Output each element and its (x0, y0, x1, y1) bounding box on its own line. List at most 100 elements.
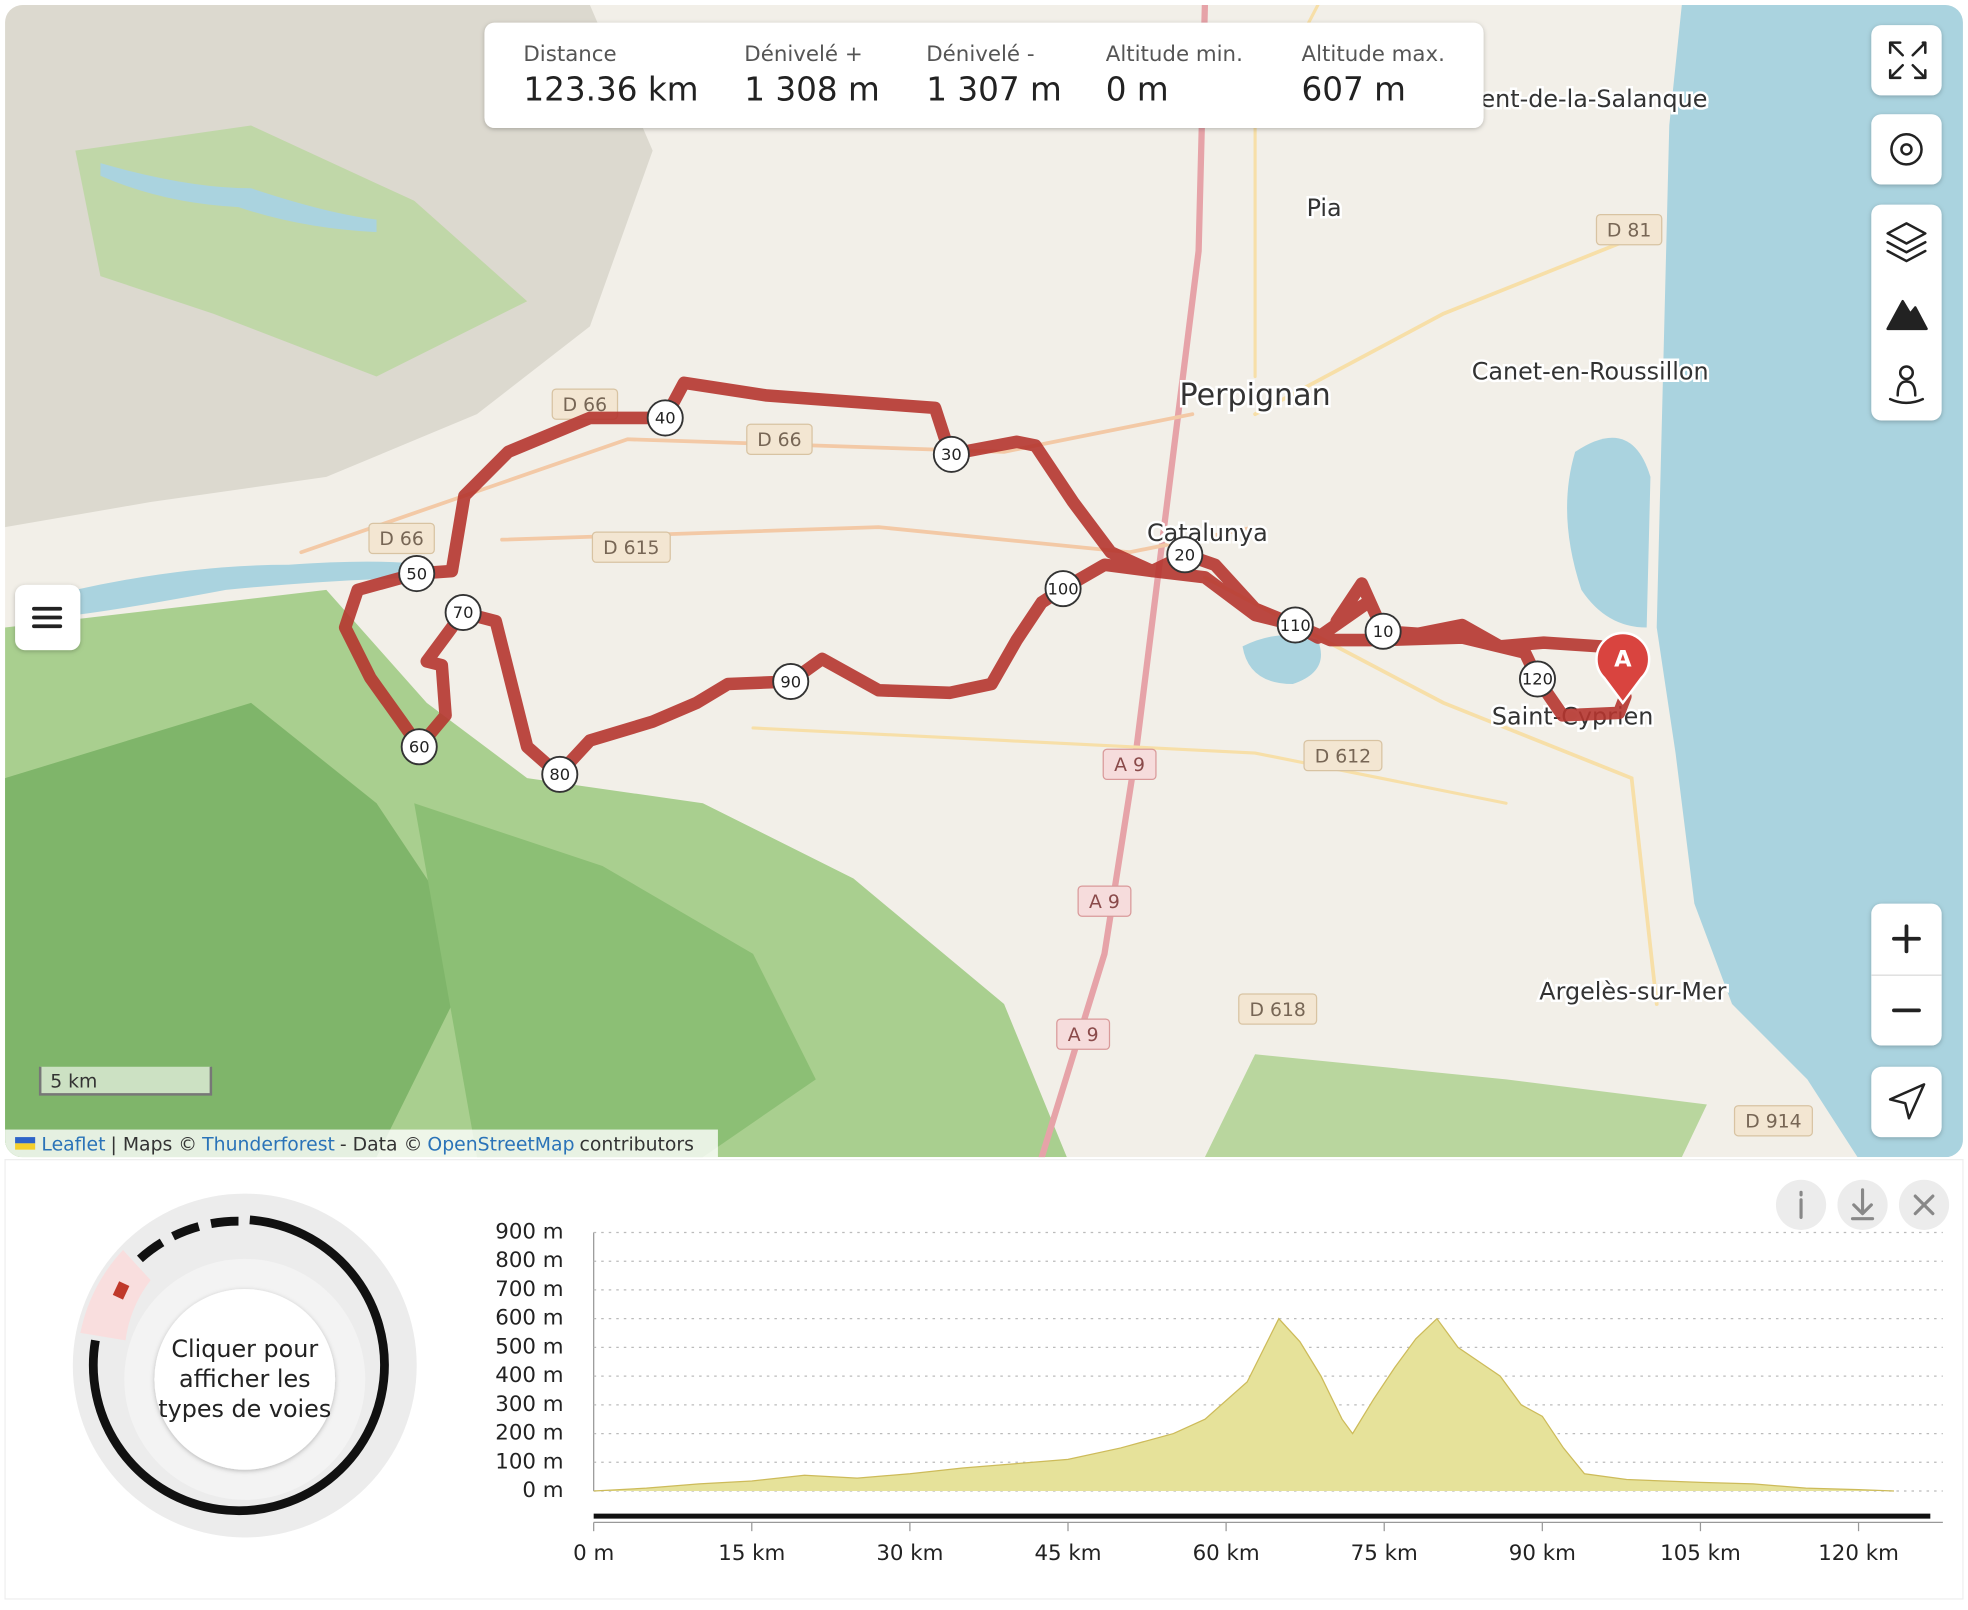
road-label: D 66 (757, 430, 801, 451)
road-label-box (1102, 748, 1157, 781)
km-marker-label: 20 (1174, 545, 1195, 564)
attribution-link[interactable]: Thunderforest (201, 1134, 335, 1155)
km-marker-label: 70 (453, 603, 474, 622)
road-label: D 66 (379, 529, 423, 550)
elevation-area[interactable] (593, 1318, 1894, 1492)
download-button-icon (1850, 1188, 1875, 1221)
road-types-prompt: types de voies (158, 1395, 331, 1423)
place-label: Pia (1307, 194, 1342, 222)
km-marker-label: 10 (1373, 622, 1394, 641)
attribution-text: | Maps © (111, 1134, 198, 1155)
place-label: Canet-en-Roussillon (1472, 357, 1709, 385)
stat-label: Dénivelé + (744, 42, 862, 67)
close-button-icon (1913, 1194, 1935, 1216)
km-marker-label: 90 (780, 672, 801, 691)
stat-label: Altitude max. (1302, 42, 1445, 67)
locate-button[interactable] (1871, 1066, 1942, 1138)
road-label-box (591, 531, 671, 563)
road-label-box (1238, 993, 1318, 1025)
forest (5, 702, 477, 1158)
km-marker (646, 399, 684, 437)
km-marker-label: 120 (1522, 670, 1553, 689)
road-label-box (1303, 739, 1383, 772)
stat-value: 607 m (1302, 71, 1406, 109)
y-tick-label: 600 m (495, 1306, 563, 1331)
km-marker-label: 110 (1280, 616, 1311, 635)
map[interactable]: ent-de-la-Salanque Pia Perpignan Canet-en-R… (5, 5, 1963, 1158)
y-tick-label: 700 m (495, 1277, 563, 1302)
place-label: Argelès-sur-Mer (1539, 977, 1726, 1005)
lagoon (1567, 437, 1651, 628)
road-label: A 9 (1068, 1025, 1099, 1046)
attribution-box (5, 1129, 718, 1158)
fullscreen-button[interactable] (1871, 25, 1942, 96)
x-tick-label: 0 m (573, 1541, 614, 1566)
km-marker (541, 755, 579, 793)
attribution-link[interactable]: OpenStreetMap (427, 1134, 574, 1155)
road-label-box (746, 423, 813, 455)
road-types-prompt: Cliquer pour (171, 1335, 318, 1363)
settings-button[interactable] (1871, 114, 1942, 185)
km-marker (1044, 570, 1082, 608)
km-marker (1364, 612, 1402, 650)
road-label: D 66 (563, 395, 607, 416)
km-marker (1518, 660, 1556, 698)
forest (414, 803, 816, 1158)
km-marker (1166, 536, 1204, 574)
km-marker (932, 435, 970, 473)
road-label: A 9 (1114, 755, 1145, 776)
x-tick-label: 30 km (876, 1541, 943, 1566)
x-tick-label: 105 km (1660, 1541, 1741, 1566)
road-types-prompt: afficher les (179, 1365, 311, 1393)
zoom-in-icon[interactable] (1892, 924, 1921, 954)
y-tick-label: 100 m (495, 1449, 563, 1474)
motorway (1038, 5, 1209, 1158)
road-label: A 9 (1089, 892, 1120, 913)
road-label-box (1077, 885, 1132, 917)
settings-icon (1890, 133, 1923, 166)
x-tick-label: 60 km (1193, 1541, 1260, 1566)
km-marker-label: 40 (655, 409, 676, 428)
relief-icon (1886, 299, 1928, 331)
donut-center[interactable] (154, 1288, 336, 1470)
km-marker-label: 100 (1048, 579, 1079, 598)
km-marker (398, 555, 436, 593)
donut-mark (112, 1281, 130, 1300)
attribution-text: contributors (580, 1134, 694, 1155)
donut-arc (88, 1215, 389, 1516)
y-tick-label: 900 m (495, 1219, 563, 1244)
river (75, 561, 427, 615)
y-tick-label: 300 m (495, 1392, 563, 1417)
km-marker (1276, 606, 1314, 644)
scale-label: 5 km (50, 1071, 97, 1092)
locate-icon (1888, 1083, 1926, 1120)
scale-bar (38, 1066, 213, 1096)
stats-panel (484, 22, 1484, 129)
attribution-link[interactable]: Leaflet (41, 1134, 105, 1155)
start-pin[interactable] (1595, 631, 1651, 705)
road-label: D 618 (1249, 1000, 1305, 1021)
flag-top (15, 1137, 36, 1144)
road-label: D 612 (1315, 746, 1371, 767)
y-tick-label: 500 m (495, 1334, 563, 1359)
place-label: ent-de-la-Salanque (1481, 85, 1708, 113)
menu-icon (32, 606, 63, 629)
km-marker-label: 80 (549, 765, 570, 784)
road-label: D 914 (1745, 1112, 1801, 1133)
road-label-box (1595, 213, 1663, 246)
lake (1242, 635, 1321, 685)
place-label: Perpignan (1179, 378, 1330, 413)
y-tick-label: 0 m (522, 1478, 563, 1503)
layers-icon (1886, 222, 1927, 263)
road (1253, 236, 1634, 417)
km-marker (444, 593, 482, 631)
stat-value: 0 m (1106, 71, 1169, 109)
attribution-text: - Data © (340, 1134, 422, 1155)
place-label: Catalunya (1147, 519, 1268, 547)
road-label-box (1733, 1105, 1813, 1137)
x-tick-label: 120 km (1818, 1541, 1899, 1566)
attribution: Leaflet | Maps © Thunderforest - Data © Open… (41, 1134, 694, 1155)
x-tick-label: 15 km (718, 1541, 785, 1566)
